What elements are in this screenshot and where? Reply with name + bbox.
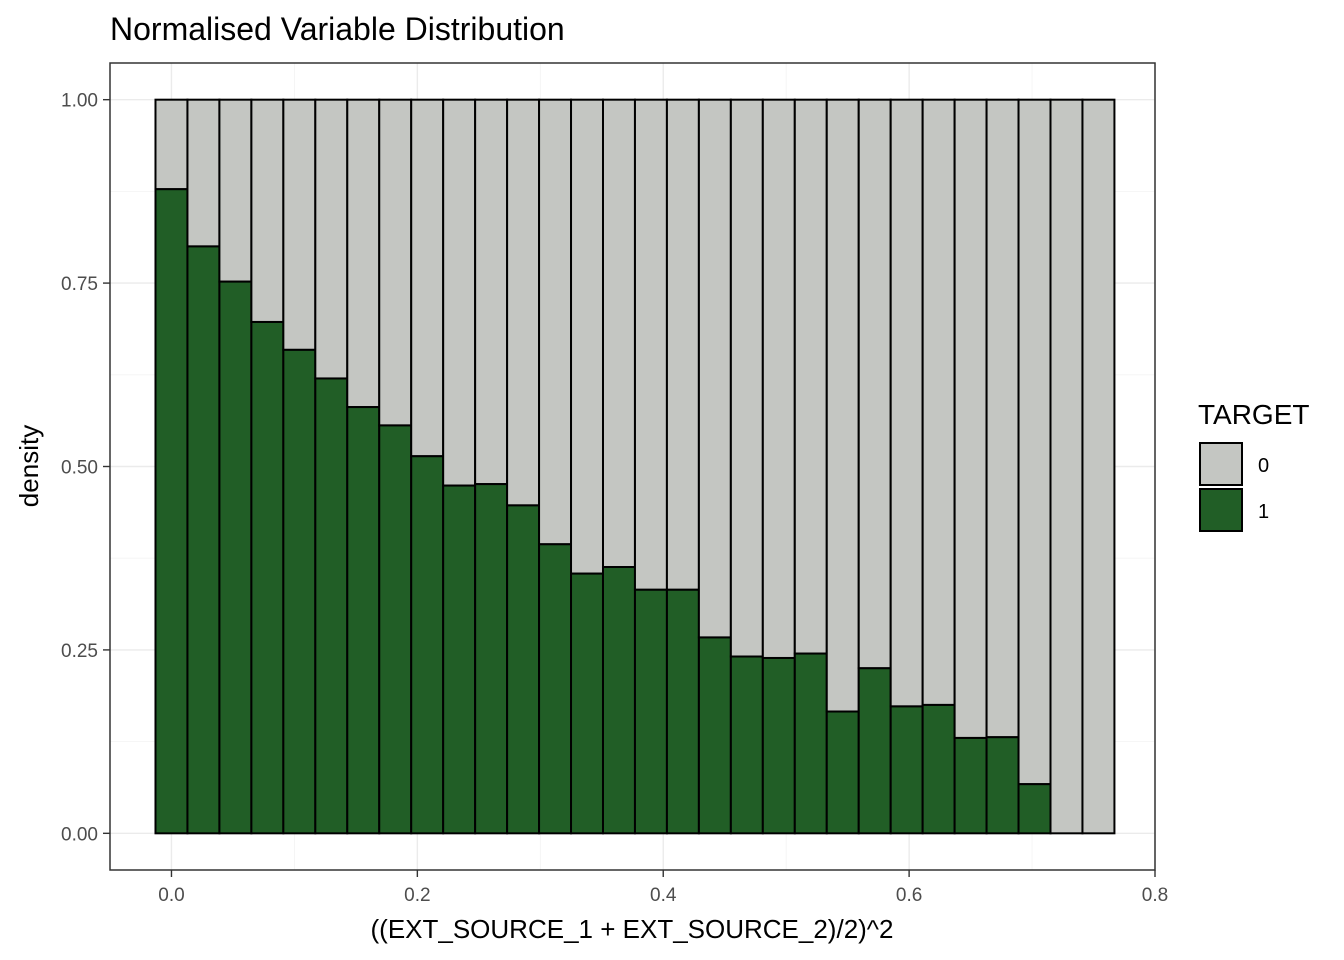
bar-target-0	[282, 98, 317, 351]
bar-target-0	[218, 98, 253, 283]
bar-target-1	[633, 588, 668, 835]
bar-target-0	[570, 98, 604, 575]
bar-target-0	[538, 98, 573, 546]
bar-target-1	[985, 736, 1020, 835]
bar-target-1	[506, 504, 541, 835]
bar-target-0	[921, 98, 956, 706]
bar-target-0	[474, 98, 509, 486]
bar-target-0	[1017, 98, 1052, 786]
bar-target-0	[410, 98, 445, 458]
bar-target-1	[442, 484, 477, 835]
bar-target-0	[825, 98, 860, 713]
bar-target-0	[442, 98, 477, 487]
x-tick-label: 0.0	[158, 885, 184, 906]
bar-target-1	[538, 543, 573, 835]
bar-target-1	[570, 572, 604, 835]
legend-swatch-0	[1199, 442, 1243, 486]
bar-target-1	[186, 245, 221, 835]
bar-target-0	[889, 98, 924, 708]
bar-target-1	[154, 188, 189, 835]
bar-target-0	[601, 98, 636, 569]
bar-target-0	[1081, 98, 1116, 835]
bar-target-1	[601, 566, 636, 835]
y-tick-label: 0.00	[61, 824, 98, 845]
y-tick-label: 0.50	[61, 458, 98, 479]
legend-swatch-1	[1199, 488, 1243, 532]
x-tick-label: 0.4	[650, 885, 677, 906]
bar-target-0	[761, 98, 796, 659]
bar-target-0	[729, 98, 764, 658]
bar-target-0	[665, 98, 700, 591]
chart-title: Normalised Variable Distribution	[110, 11, 565, 47]
bar-target-0	[857, 98, 892, 670]
bar-target-0	[186, 98, 221, 248]
bar-target-1	[1017, 783, 1052, 835]
bar-target-1	[857, 667, 892, 835]
bar-target-1	[761, 656, 796, 835]
bar-target-1	[250, 320, 285, 835]
bar-target-1	[378, 424, 413, 835]
bar-target-0	[250, 98, 285, 323]
y-axis-title: density	[14, 425, 44, 507]
y-tick-label: 1.00	[61, 91, 98, 112]
bar-target-0	[314, 98, 349, 380]
bar-target-0	[346, 98, 381, 409]
legend-entries: 01	[1199, 442, 1269, 532]
legend-label-1: 1	[1258, 501, 1269, 523]
bar-target-1	[410, 455, 445, 835]
x-tick-label: 0.2	[404, 885, 430, 906]
bar-target-0	[985, 98, 1020, 739]
x-tick-label: 0.8	[1142, 885, 1168, 906]
bar-target-1	[953, 736, 988, 835]
x-axis-ticks: 0.0 0.2 0.4 0.6 0.8	[158, 870, 1168, 906]
bars	[154, 98, 1116, 835]
bar-target-1	[346, 406, 381, 835]
bar-target-1	[793, 652, 828, 835]
bar-target-1	[825, 710, 860, 835]
bar-target-0	[1049, 98, 1084, 835]
bar-target-1	[697, 636, 732, 835]
legend-label-0: 0	[1258, 455, 1269, 477]
bar-target-0	[697, 98, 732, 639]
bar-target-1	[889, 705, 924, 835]
bar-target-0	[793, 98, 828, 655]
bar-target-1	[729, 655, 764, 835]
bar-target-0	[953, 98, 988, 739]
x-axis-title: ((EXT_SOURCE_1 + EXT_SOURCE_2)/2)^2	[371, 914, 894, 944]
legend: TARGET 01	[1198, 399, 1309, 532]
y-tick-label: 0.75	[61, 274, 98, 295]
bar-target-0	[154, 98, 189, 191]
bar-target-1	[282, 348, 317, 835]
bar-target-0	[378, 98, 413, 427]
bar-target-1	[218, 280, 253, 835]
bar-target-1	[921, 703, 956, 835]
bar-target-1	[474, 483, 509, 835]
x-tick-label: 0.6	[896, 885, 922, 906]
bar-target-0	[506, 98, 541, 507]
bar-target-1	[665, 588, 700, 835]
y-tick-label: 0.25	[61, 641, 98, 662]
y-axis-ticks: 0.00 0.25 0.50 0.75 1.00	[61, 91, 110, 845]
bar-target-1	[314, 377, 349, 835]
bar-target-0	[633, 98, 668, 591]
legend-title: TARGET	[1198, 399, 1309, 430]
